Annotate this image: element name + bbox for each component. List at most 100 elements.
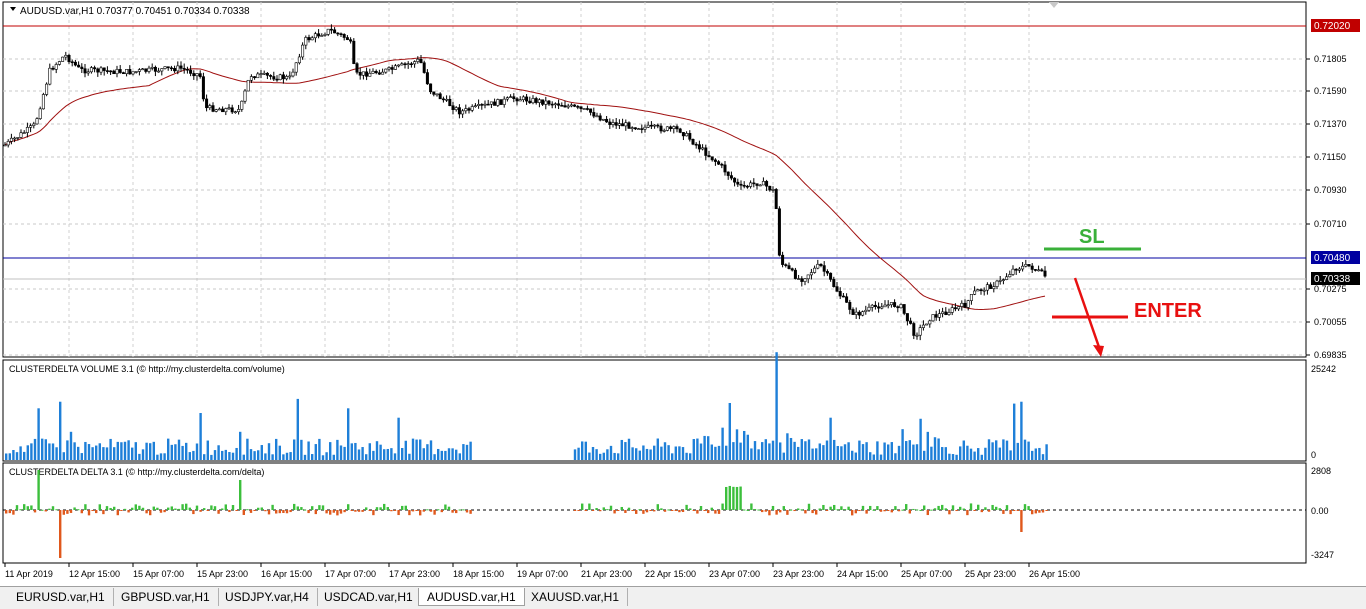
candle-body — [269, 75, 273, 77]
delta-bar — [462, 509, 465, 511]
candle-body — [176, 65, 180, 72]
volume-bar — [843, 444, 847, 460]
candle-body — [483, 103, 487, 106]
candle-body — [896, 306, 900, 309]
delta-panel[interactable] — [2, 462, 1307, 564]
chart-menu-triangle-icon[interactable] — [10, 7, 16, 11]
price-tick-label: 0.71590 — [1314, 86, 1347, 96]
candle-body — [861, 311, 865, 316]
volume-bar — [854, 452, 857, 460]
delta-bar — [192, 510, 195, 515]
volume-bar — [404, 440, 407, 460]
tab-xauusd[interactable]: XAUUSD.var,H1 — [523, 588, 629, 606]
candle-body — [320, 35, 324, 37]
delta-bar — [725, 486, 728, 510]
candle-body — [579, 106, 583, 109]
delta-bar — [213, 506, 217, 510]
tab-gbpusd[interactable]: GBPUSD.var,H1 — [113, 588, 219, 606]
delta-bar — [707, 510, 710, 514]
volume-bar — [681, 447, 685, 460]
volume-bar — [606, 449, 609, 460]
price-tick-label: 0.69835 — [1314, 350, 1347, 360]
candle-body — [912, 323, 916, 336]
level-blue-price: 0.70480 — [1314, 253, 1351, 264]
delta-bar — [289, 510, 292, 513]
volume-bar — [296, 398, 299, 460]
candle-body — [761, 181, 765, 186]
delta-bar — [397, 510, 400, 516]
candle-body — [480, 104, 484, 106]
delta-bar — [1005, 505, 1009, 510]
delta-bar — [653, 510, 656, 512]
current-price: 0.70338 — [1314, 274, 1351, 285]
candle-body — [281, 74, 285, 80]
delta-bar — [257, 507, 260, 510]
delta-bar — [717, 510, 721, 514]
candle-body — [633, 127, 637, 130]
delta-bar — [44, 510, 47, 512]
delta-bar — [955, 510, 958, 512]
tab-usdjpy[interactable]: USDJPY.var,H4 — [217, 588, 318, 606]
delta-bar — [825, 510, 829, 511]
price-panel[interactable] — [2, 1, 1307, 358]
tab-usdcad[interactable]: USDCAD.var,H1 — [316, 588, 422, 606]
delta-bar — [671, 510, 674, 511]
delta-bar — [350, 510, 353, 511]
delta-bar — [591, 510, 595, 511]
moving-average-line[interactable] — [4, 57, 1046, 311]
candle-body — [131, 71, 135, 75]
candle-body — [768, 185, 772, 191]
volume-bar — [620, 439, 623, 460]
volume-bar — [696, 438, 699, 460]
down-arrow-icon[interactable] — [1073, 277, 1102, 351]
candle-body — [713, 159, 717, 162]
candle-body — [976, 289, 980, 292]
delta-bar — [26, 506, 29, 510]
candle-body — [793, 269, 797, 279]
candle-body — [758, 184, 762, 187]
price-candles[interactable] — [3, 24, 1047, 341]
candle-body — [96, 68, 100, 73]
delta-bar — [87, 510, 91, 516]
candle-body — [233, 111, 237, 114]
delta-bar — [663, 510, 667, 512]
candle-body — [477, 104, 481, 106]
delta-bar — [408, 510, 411, 516]
tab-audusd[interactable]: AUDUSD.var,H1 — [418, 588, 525, 606]
candle-body — [201, 76, 205, 100]
volume-bar — [375, 441, 379, 460]
delta-bar — [426, 509, 429, 511]
volume-bar — [224, 449, 227, 460]
volume-bar — [825, 440, 829, 460]
chart-shift-marker-icon[interactable] — [1049, 2, 1059, 8]
delta-bar — [797, 508, 800, 510]
candle-body — [774, 189, 778, 210]
volume-bar — [948, 453, 951, 460]
candle-body — [93, 67, 97, 70]
delta-bar — [627, 507, 631, 510]
candle-body — [29, 125, 33, 128]
candle-body — [630, 127, 634, 129]
volume-bar — [332, 454, 335, 460]
volume-bar — [894, 453, 897, 460]
candle-body — [685, 133, 689, 137]
volume-bar — [969, 448, 973, 460]
volume-bar — [429, 440, 433, 460]
delta-bar — [840, 506, 843, 510]
delta-bar — [1023, 504, 1027, 510]
volume-bar — [163, 453, 166, 460]
volume-bar — [761, 442, 764, 460]
candle-body — [733, 177, 737, 183]
volume-bar — [278, 445, 281, 460]
delta-bar — [329, 510, 332, 515]
chart-window[interactable]: 0.71805 0.71590 0.71370 0.71150 0.70930 0.707… — [0, 0, 1366, 586]
delta-bar — [113, 506, 116, 510]
volume-bar — [1013, 403, 1016, 460]
tab-eurusd[interactable]: EURUSD.var,H1 — [8, 588, 114, 606]
candle-body — [877, 306, 881, 309]
delta-bar — [138, 505, 141, 510]
delta-bar — [948, 510, 951, 515]
volume-panel[interactable] — [2, 359, 1307, 462]
candle-body — [89, 67, 93, 73]
candle-body — [48, 67, 52, 85]
